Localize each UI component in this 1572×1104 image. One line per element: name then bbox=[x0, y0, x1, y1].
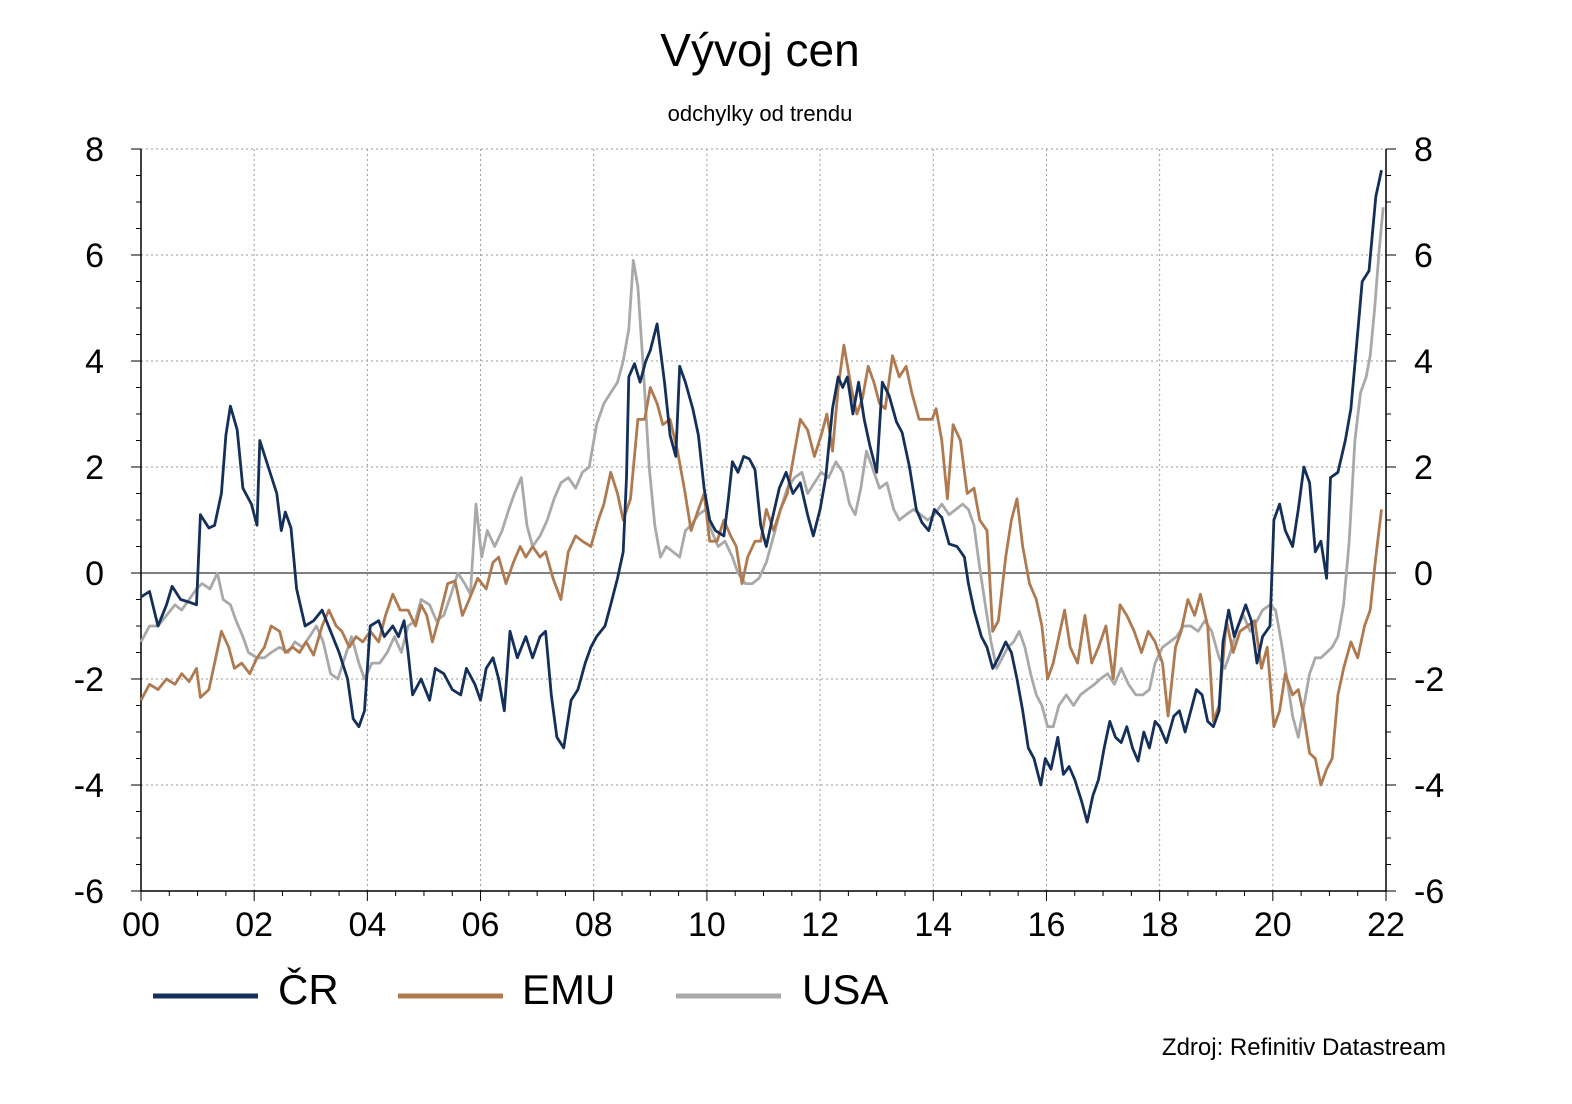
y-tick-label-left-7: -6 bbox=[74, 873, 104, 911]
x-tick-label-6: 12 bbox=[801, 906, 839, 944]
y-tick-label-left-4: 0 bbox=[85, 555, 104, 593]
y-tick-label-left-6: -4 bbox=[74, 767, 104, 805]
y-tick-label-left-0: 8 bbox=[85, 131, 104, 169]
tick-labels: 8 86 64 42 20 0-2 -2-4 -4-6 -600 02 04 06 08 10 12 14 16… bbox=[74, 131, 1444, 944]
x-tick-label-2: 04 bbox=[348, 906, 386, 944]
series-line-USA bbox=[139, 207, 1385, 739]
x-tick-label-5: 10 bbox=[688, 906, 726, 944]
y-tick-label-left-3: 2 bbox=[85, 449, 104, 487]
y-tick-label-left-5: -2 bbox=[74, 661, 104, 699]
x-tick-label-4: 08 bbox=[575, 906, 613, 944]
x-tick-label-0: 00 bbox=[122, 906, 160, 944]
legend: ČR EMU USA bbox=[153, 966, 888, 1013]
y-tick-label-right-0: 8 bbox=[1414, 131, 1433, 169]
x-tick-label-8: 16 bbox=[1028, 906, 1066, 944]
series-line-EMU bbox=[139, 343, 1383, 787]
x-tick-label-7: 14 bbox=[914, 906, 952, 944]
y-tick-label-right-4: 0 bbox=[1414, 555, 1433, 593]
y-tick-label-right-1: 6 bbox=[1414, 237, 1433, 275]
y-tick-label-right-2: 4 bbox=[1414, 343, 1433, 381]
y-tick-label-left-2: 4 bbox=[85, 343, 104, 381]
y-tick-label-right-7: -6 bbox=[1414, 873, 1444, 911]
legend-label-ČR: ČR bbox=[278, 966, 339, 1013]
legend-label-USA: USA bbox=[802, 966, 888, 1013]
y-tick-label-right-6: -4 bbox=[1414, 767, 1444, 805]
x-tick-label-1: 02 bbox=[235, 906, 273, 944]
source-note: Zdroj: Refinitiv Datastream bbox=[1162, 1034, 1446, 1061]
axes bbox=[131, 148, 1396, 901]
x-tick-label-10: 20 bbox=[1254, 906, 1292, 944]
chart-title: Vývoj cen bbox=[660, 24, 859, 76]
y-tick-label-right-3: 2 bbox=[1414, 449, 1433, 487]
chart-subtitle: odchylky od trendu bbox=[668, 101, 853, 126]
legend-label-EMU: EMU bbox=[522, 966, 615, 1013]
x-tick-label-11: 22 bbox=[1367, 906, 1405, 944]
y-tick-label-right-5: -2 bbox=[1414, 661, 1444, 699]
x-tick-label-3: 06 bbox=[462, 906, 500, 944]
series-lines bbox=[139, 169, 1385, 824]
y-tick-label-left-1: 6 bbox=[85, 237, 104, 275]
series-line-ČR bbox=[140, 169, 1383, 824]
x-tick-label-9: 18 bbox=[1141, 906, 1179, 944]
